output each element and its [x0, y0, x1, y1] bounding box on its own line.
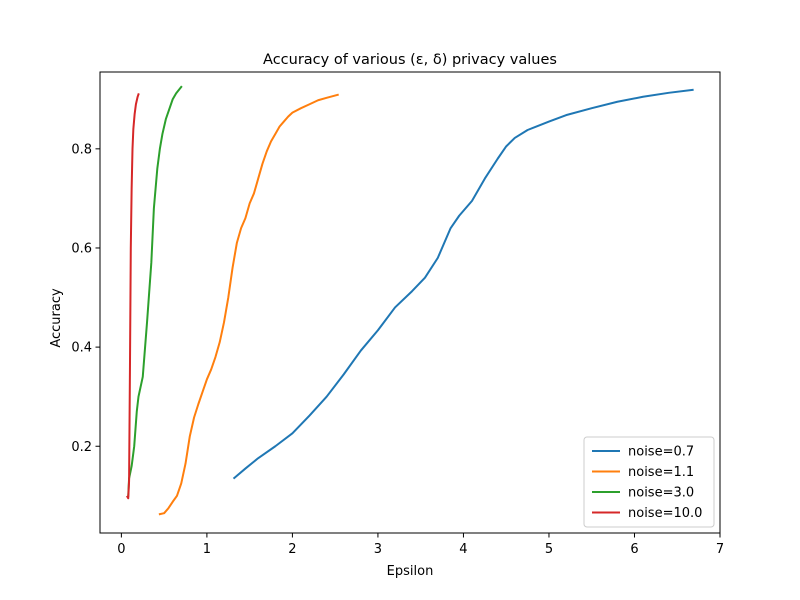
series-line-0 — [232, 88, 694, 480]
x-tick-label: 2 — [288, 542, 296, 557]
x-tick-label: 6 — [630, 542, 638, 557]
legend: noise=0.7 noise=1.1 noise=3.0 noise=10.0 — [583, 436, 715, 528]
series-line-2 — [127, 85, 183, 497]
y-tick-label: 0.6 — [71, 241, 92, 256]
y-tick-label: 0.2 — [71, 440, 92, 455]
series-layer — [126, 85, 694, 516]
y-tick-label: 0.8 — [71, 142, 92, 157]
x-tick-label: 4 — [459, 542, 467, 557]
plot-frame — [99, 71, 721, 534]
legend-label-0: noise=0.7 — [628, 445, 694, 460]
legend-items: noise=0.7 noise=1.1 noise=3.0 noise=10.0 — [592, 445, 702, 521]
chart-title: Accuracy of various (ε, δ) privacy value… — [263, 52, 557, 68]
x-axis-label: Epsilon — [387, 564, 434, 579]
y-tick-label: 0.4 — [71, 341, 92, 356]
legend-label-1: noise=1.1 — [628, 465, 694, 480]
x-tick-label: 1 — [203, 542, 211, 557]
axes-layer: 0 1 2 3 4 5 6 7 0.2 0.4 0.6 0.8 — [71, 71, 724, 557]
y-axis-label: Accuracy — [49, 288, 64, 348]
series-line-1 — [158, 93, 339, 516]
x-tick-label: 7 — [716, 542, 724, 557]
legend-box — [583, 436, 715, 528]
series-line-3 — [126, 93, 140, 500]
x-tick-label: 0 — [117, 542, 125, 557]
x-tick-label: 3 — [374, 542, 382, 557]
legend-label-2: noise=3.0 — [628, 486, 694, 501]
legend-label-3: noise=10.0 — [628, 506, 702, 521]
x-tick-label: 5 — [545, 542, 553, 557]
